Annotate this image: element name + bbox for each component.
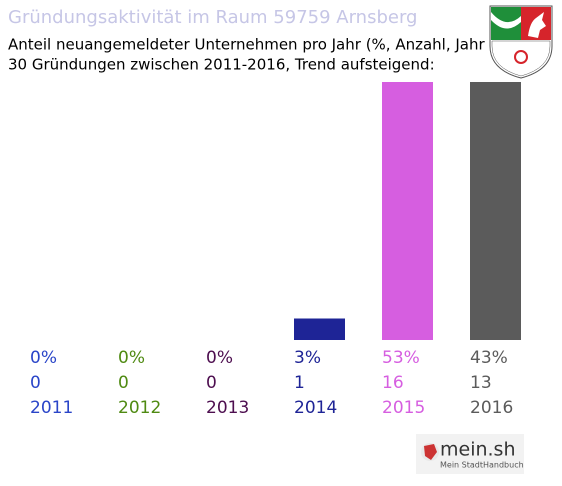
share-label: 0%	[206, 348, 233, 368]
share-label: 43%	[470, 348, 508, 368]
tagline: Mein StadtHandbuch	[440, 461, 524, 470]
brand: mein.sh	[440, 439, 516, 461]
count-label: 0	[206, 373, 217, 393]
count-label: 1	[294, 373, 305, 393]
x-tick-label: 2012	[118, 398, 161, 418]
share-label: 0%	[30, 348, 57, 368]
x-tick-label: 2015	[382, 398, 425, 418]
coat-of-arms	[485, 3, 557, 79]
share-label: 53%	[382, 348, 420, 368]
count-label: 0	[30, 373, 41, 393]
bar	[294, 318, 345, 340]
share-label: 3%	[294, 348, 321, 368]
subtitle: Anteil neuangemeldeter Unternehmen pro J…	[8, 36, 491, 54]
x-tick-label: 2011	[30, 398, 73, 418]
subtitle: 30 Gründungen zwischen 2011-2016, Trend …	[8, 56, 435, 74]
logo: mein.sh Mein StadtHandbuch	[416, 434, 524, 474]
bar	[470, 82, 521, 340]
bar	[382, 82, 433, 340]
chart-title: Gründungsaktivität im Raum 59759 Arnsber…	[8, 7, 417, 28]
count-label: 16	[382, 373, 404, 393]
x-tick-label: 2014	[294, 398, 337, 418]
x-tick-label: 2013	[206, 398, 249, 418]
count-label: 13	[470, 373, 492, 393]
plot-area	[294, 82, 521, 340]
share-label: 0%	[118, 348, 145, 368]
x-tick-label: 2016	[470, 398, 513, 418]
count-label: 0	[118, 373, 129, 393]
